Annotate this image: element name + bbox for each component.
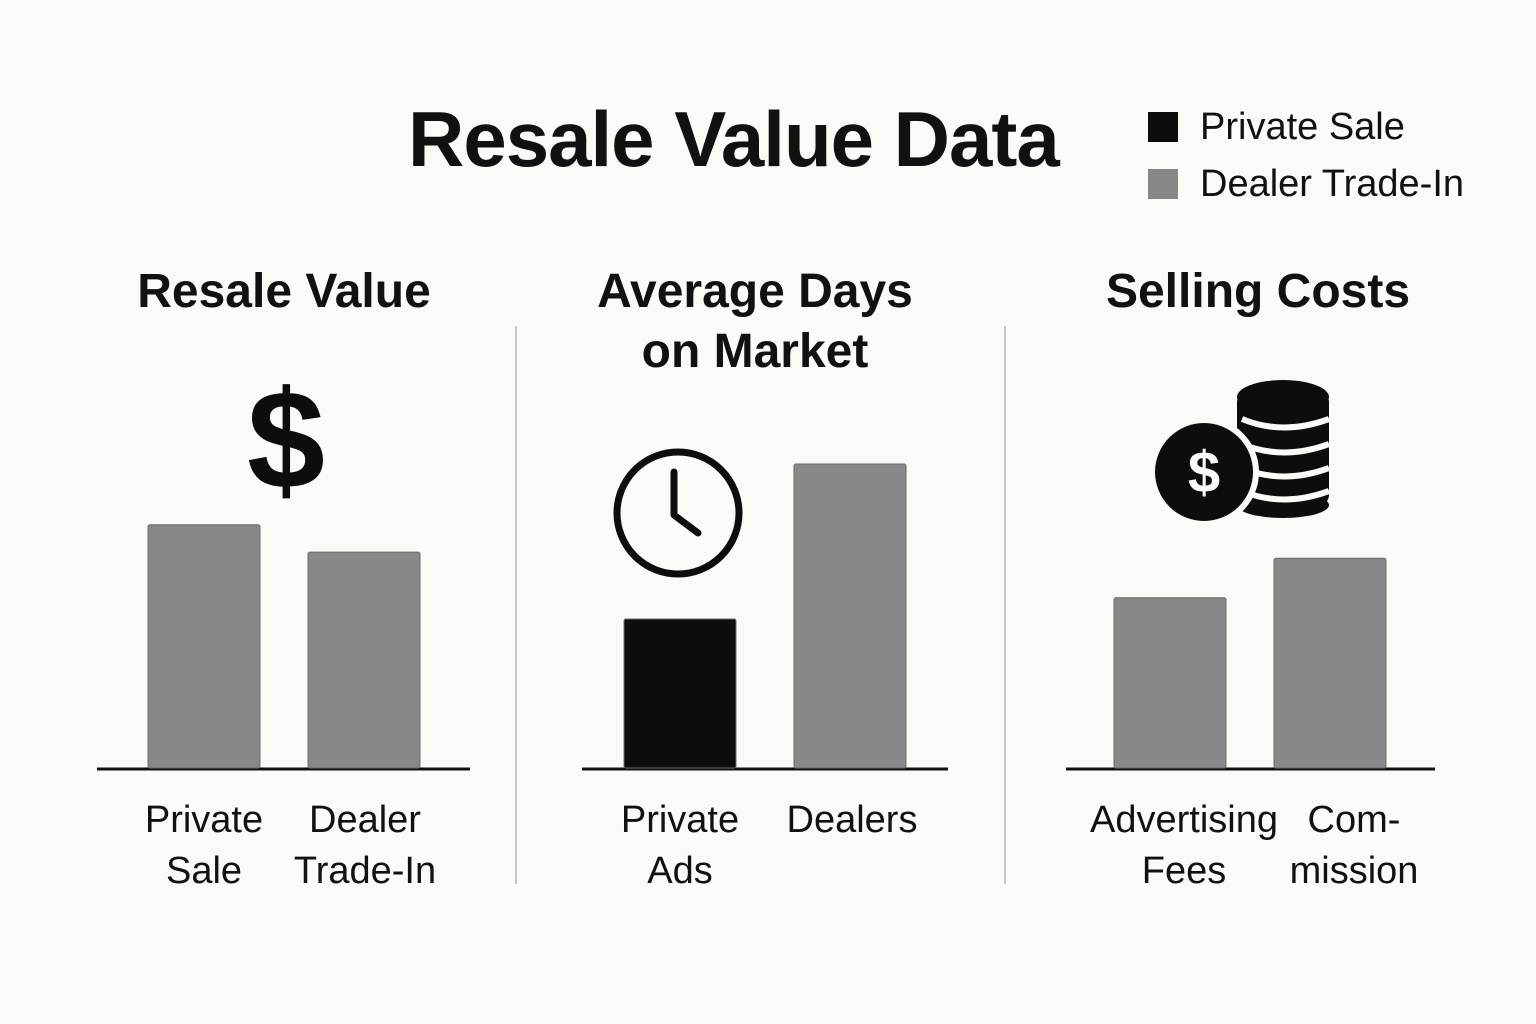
bar	[623, 618, 737, 769]
bar	[1273, 557, 1387, 769]
panel-divider	[515, 326, 517, 884]
bars-layer	[147, 463, 1387, 769]
legend: Private Sale Dealer Trade-In	[1148, 106, 1464, 220]
legend-item-dealer-trade-in: Dealer Trade-In	[1148, 163, 1464, 205]
panel-title-selling-costs: Selling Costs	[1105, 265, 1411, 318]
bar	[793, 463, 907, 769]
bar	[1113, 597, 1227, 769]
panel-divider	[1004, 326, 1006, 884]
legend-swatch	[1148, 112, 1178, 142]
dollar-sign-icon: $	[247, 361, 325, 518]
legend-label: Private Sale	[1200, 105, 1405, 148]
coin-dollar-symbol: $	[1188, 440, 1220, 505]
category-label: Dealers	[786, 799, 918, 841]
panel-title-average-days: Average Days on Market	[597, 265, 913, 378]
panel-title-resale-value: Resale Value	[137, 265, 431, 318]
legend-label: Dealer Trade-In	[1200, 162, 1465, 205]
chart-title: Resale Value Data	[408, 95, 1060, 183]
category-label: Private Sale	[144, 799, 264, 892]
category-label: Private Ads	[620, 799, 740, 892]
bar	[307, 551, 421, 769]
legend-item-private-sale: Private Sale	[1148, 106, 1464, 148]
category-label: Com- mission	[1289, 799, 1419, 892]
coins-dollar-icon: $	[1149, 380, 1331, 527]
legend-swatch	[1148, 169, 1178, 199]
bar	[147, 524, 261, 769]
category-label: Advertising Fees	[1090, 799, 1278, 892]
clock-icon	[613, 448, 743, 578]
category-label: Dealer Trade-In	[293, 799, 437, 892]
